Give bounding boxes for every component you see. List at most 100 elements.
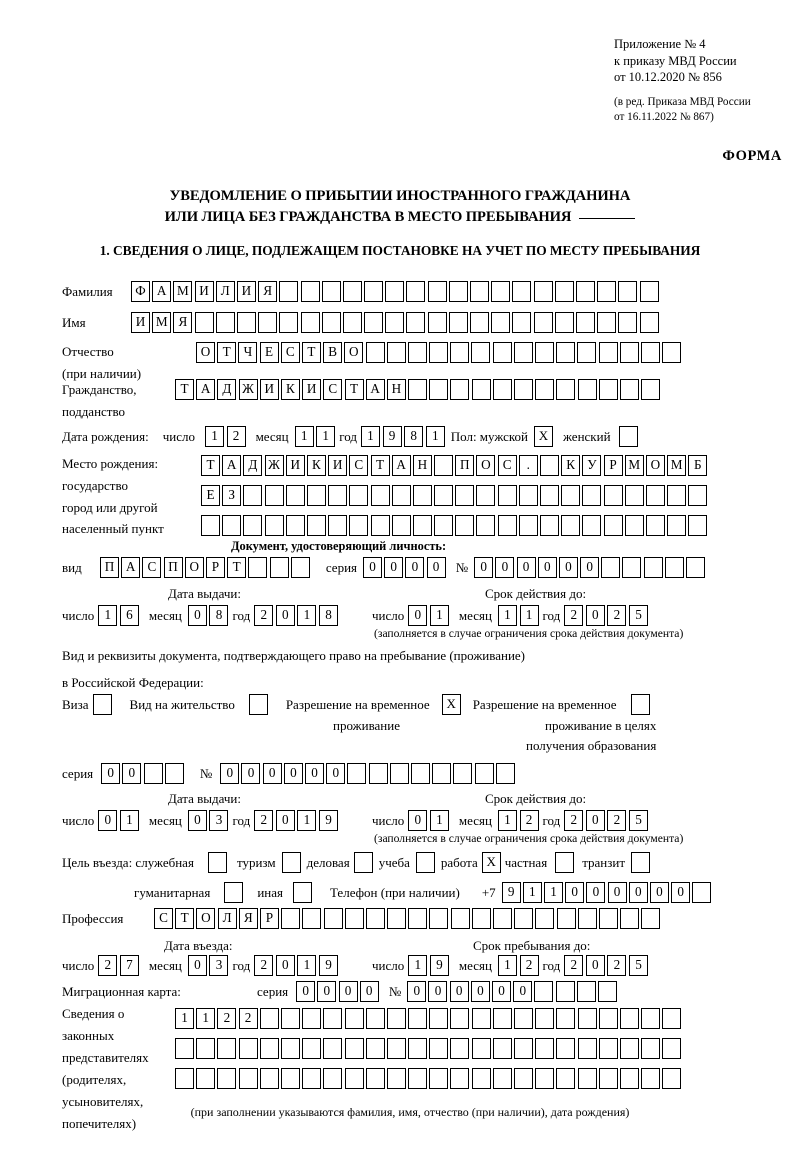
legal-rep-cells-2-23[interactable] — [662, 1038, 682, 1059]
name-cells-14[interactable] — [427, 312, 447, 333]
permit-issue-year-cells-0[interactable]: 2 — [254, 810, 274, 831]
surname-cells-13[interactable] — [406, 281, 426, 302]
surname-cells-15[interactable] — [448, 281, 468, 302]
doc-number-cells-8[interactable] — [643, 557, 663, 578]
legal-rep-cells-3-15[interactable] — [492, 1068, 512, 1089]
citizenship-cells-6[interactable]: И — [302, 379, 322, 400]
name-cells-17[interactable] — [491, 312, 511, 333]
phone-cells-9[interactable] — [692, 882, 712, 903]
legal-rep-cells-3-5[interactable] — [280, 1068, 300, 1089]
permit-valid-year-cells-1[interactable]: 0 — [585, 810, 605, 831]
name-cells-18[interactable] — [512, 312, 532, 333]
birth-place-cells-1-23[interactable]: Б — [688, 455, 708, 476]
birth-place-cells-2-1[interactable]: З — [222, 485, 242, 506]
legal-rep-cells-1-18[interactable] — [556, 1008, 576, 1029]
profession-cells-17[interactable] — [514, 908, 534, 929]
name-cells-24[interactable] — [639, 312, 659, 333]
permit-series-cells-0[interactable]: 0 — [101, 763, 121, 784]
name-cells-3[interactable] — [194, 312, 214, 333]
legal-rep-cells-2-4[interactable] — [259, 1038, 279, 1059]
citizenship-cells-22[interactable] — [641, 379, 661, 400]
birth-place-cells-1-13[interactable]: О — [476, 455, 496, 476]
patronymic-cells-19[interactable] — [598, 342, 618, 363]
permit-number-cells-2[interactable]: 0 — [262, 763, 282, 784]
citizenship-cells-0[interactable]: Т — [175, 379, 194, 400]
patronymic-cells-20[interactable] — [619, 342, 639, 363]
birth-place-cells-2-3[interactable] — [264, 485, 284, 506]
citizenship-cells-12[interactable] — [429, 379, 449, 400]
birth-place-cells-3-16[interactable] — [540, 515, 559, 536]
permit-issue-year-cells-2[interactable]: 1 — [297, 810, 317, 831]
name-cells-7[interactable] — [279, 312, 299, 333]
birth-place-cells-2-5[interactable] — [306, 485, 326, 506]
phone-cells-1[interactable]: 1 — [522, 882, 542, 903]
name-cells-15[interactable] — [448, 312, 468, 333]
purpose-work-checkbox[interactable]: X — [481, 852, 501, 873]
patronymic-cells-4[interactable]: С — [280, 342, 300, 363]
birth-place-cells-1-8[interactable]: Т — [370, 455, 390, 476]
profession-cells-2[interactable]: О — [196, 908, 216, 929]
patronymic-cells-11[interactable] — [429, 342, 449, 363]
permit-number-cells-4[interactable]: 0 — [305, 763, 325, 784]
legal-rep-cells-1-16[interactable] — [514, 1008, 533, 1029]
surname-cells-0[interactable]: Ф — [131, 281, 150, 302]
doc-number-cells-1[interactable]: 0 — [495, 557, 515, 578]
birth-place-cells-1-0[interactable]: Т — [201, 455, 220, 476]
doc-number-cells-3[interactable]: 0 — [537, 557, 557, 578]
birth-place-cells-3-21[interactable] — [645, 515, 665, 536]
entry-day-cells-1[interactable]: 7 — [119, 955, 139, 976]
profession-cells-6[interactable] — [281, 908, 301, 929]
legal-rep-cells-2-0[interactable] — [175, 1038, 194, 1059]
permit-issue-year-cells-1[interactable]: 0 — [275, 810, 295, 831]
doc-valid-year-cells-2[interactable]: 2 — [607, 605, 627, 626]
purpose-private-checkbox[interactable] — [555, 852, 575, 873]
birth-year-cells-3[interactable]: 1 — [425, 426, 445, 447]
legal-rep-cells-2-8[interactable] — [344, 1038, 364, 1059]
patronymic-cells-3[interactable]: Е — [259, 342, 279, 363]
birth-place-cells-1-19[interactable]: Р — [603, 455, 623, 476]
birth-year-cells-1[interactable]: 9 — [382, 426, 402, 447]
citizenship-cells-20[interactable] — [598, 379, 618, 400]
doc-kind-cells-1[interactable]: А — [121, 557, 141, 578]
citizenship-cells-10[interactable]: Н — [386, 379, 406, 400]
birth-place-cells-2-17[interactable] — [561, 485, 581, 506]
legal-rep-cells-1-8[interactable] — [344, 1008, 364, 1029]
name-cells-21[interactable] — [575, 312, 595, 333]
legal-rep-cells-3-20[interactable] — [598, 1068, 618, 1089]
doc-number-cells-0[interactable]: 0 — [474, 557, 494, 578]
birth-place-cells-2-13[interactable] — [476, 485, 496, 506]
profession-cells-8[interactable] — [323, 908, 343, 929]
profession-cells-15[interactable] — [471, 908, 491, 929]
patronymic-cells-17[interactable] — [556, 342, 576, 363]
legal-rep-cells-3-11[interactable] — [408, 1068, 428, 1089]
surname-cells-6[interactable]: Я — [258, 281, 278, 302]
stay-day-cells-0[interactable]: 1 — [408, 955, 428, 976]
surname-cells-12[interactable] — [385, 281, 405, 302]
patronymic-cells-12[interactable] — [450, 342, 470, 363]
patronymic-cells-16[interactable] — [535, 342, 554, 363]
doc-issue-year-cells-1[interactable]: 0 — [275, 605, 295, 626]
birth-place-cells-3-8[interactable] — [370, 515, 390, 536]
birth-place-cells-3-14[interactable] — [497, 515, 517, 536]
legal-rep-cells-1-11[interactable] — [408, 1008, 428, 1029]
birth-day-cells-0[interactable]: 1 — [204, 426, 224, 447]
legal-rep-cells-3[interactable] — [175, 1068, 684, 1089]
birth-place-cells-3-2[interactable] — [243, 515, 263, 536]
legal-rep-cells-1-15[interactable] — [492, 1008, 512, 1029]
patronymic-cells-6[interactable]: В — [323, 342, 343, 363]
patronymic-cells-9[interactable] — [386, 342, 406, 363]
surname-cells-24[interactable] — [639, 281, 659, 302]
permit-issue-day-cells-1[interactable]: 1 — [119, 810, 139, 831]
surname-cells-20[interactable] — [554, 281, 574, 302]
citizenship-cells-18[interactable] — [556, 379, 576, 400]
citizenship-cells-3[interactable]: Ж — [238, 379, 258, 400]
